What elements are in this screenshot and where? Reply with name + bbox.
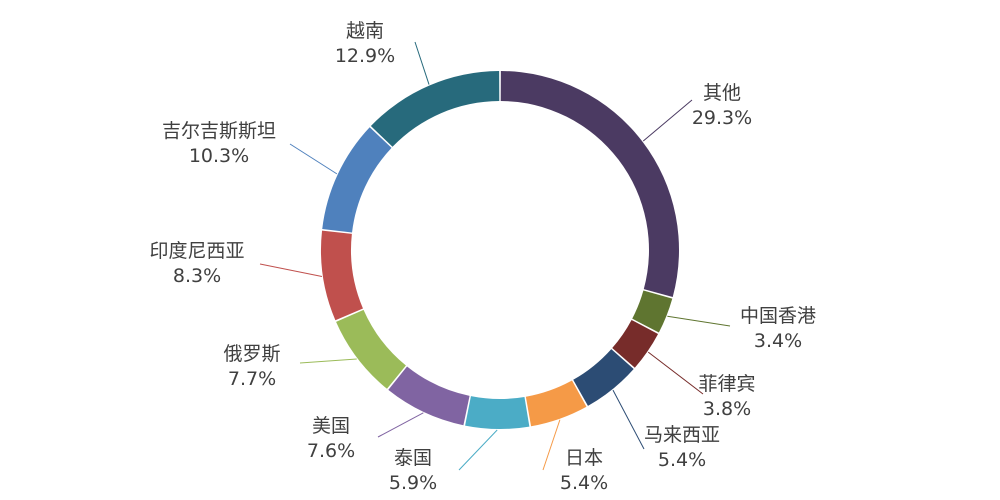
slice-label: 其他 29.3% xyxy=(692,82,752,129)
leader-line xyxy=(642,99,693,142)
slice-label-name: 菲律宾 xyxy=(698,373,755,395)
slice-label: 中国香港 3.4% xyxy=(740,305,816,352)
slice-label-percent: 7.6% xyxy=(307,440,355,462)
slice-label-percent: 3.4% xyxy=(754,330,802,352)
donut-slice xyxy=(465,396,530,429)
slice-label-percent: 5.9% xyxy=(389,472,437,494)
slices-layer xyxy=(321,71,679,429)
slice-label: 泰国 5.9% xyxy=(389,447,437,494)
slice-label-name: 其他 xyxy=(703,82,741,104)
labels-layer: 其他 29.3% 中国香港 3.4% 菲律宾 3.8% 马来西亚 5.4% 日本 5.4% 泰国 5.… xyxy=(149,20,816,494)
donut-slice xyxy=(321,230,363,321)
slice-label: 越南 12.9% xyxy=(335,20,395,67)
leader-line xyxy=(542,419,561,471)
donut-slice xyxy=(500,71,679,297)
slice-label: 俄罗斯 7.7% xyxy=(223,343,280,390)
donut-slice xyxy=(336,309,406,389)
slice-label-name: 印度尼西亚 xyxy=(149,240,244,262)
slice-label-percent: 3.8% xyxy=(703,398,751,420)
leader-line xyxy=(414,41,430,85)
slice-label-percent: 8.3% xyxy=(173,265,221,287)
slice-label-name: 美国 xyxy=(312,415,350,437)
leader-line xyxy=(647,351,704,395)
slice-label: 菲律宾 3.8% xyxy=(698,373,755,420)
leader-line xyxy=(289,143,338,175)
slice-label-name: 泰国 xyxy=(394,447,432,469)
leader-line xyxy=(458,429,498,471)
donut-slice xyxy=(525,380,587,427)
slice-label-percent: 7.7% xyxy=(228,368,276,390)
leader-lines-layer xyxy=(259,41,731,471)
slice-label-percent: 5.4% xyxy=(560,472,608,494)
slice-label-name: 中国香港 xyxy=(740,305,816,327)
donut-slice xyxy=(612,319,659,368)
slice-label: 马来西亚 5.4% xyxy=(644,424,720,471)
slice-label-percent: 12.9% xyxy=(335,45,395,67)
donut-slice xyxy=(573,349,634,406)
slice-label-name: 马来西亚 xyxy=(644,424,720,446)
leader-line xyxy=(377,412,424,438)
slice-label-percent: 10.3% xyxy=(189,145,249,167)
slice-label: 日本 5.4% xyxy=(560,447,608,494)
leader-line xyxy=(259,263,323,277)
slice-label: 美国 7.6% xyxy=(307,415,355,462)
slice-label-name: 俄罗斯 xyxy=(223,343,280,365)
slice-label-percent: 29.3% xyxy=(692,107,752,129)
slice-label-percent: 5.4% xyxy=(658,449,706,471)
slice-label: 吉尔吉斯斯坦 10.3% xyxy=(162,120,276,167)
slice-label-name: 吉尔吉斯斯坦 xyxy=(162,120,276,142)
leader-line xyxy=(667,315,731,327)
slice-label-name: 日本 xyxy=(565,447,603,469)
donut-slice xyxy=(322,127,392,233)
slice-label-name: 越南 xyxy=(346,20,384,42)
leader-line xyxy=(299,358,357,364)
donut-slice xyxy=(388,366,470,426)
donut-slice xyxy=(632,290,673,333)
leader-line xyxy=(612,389,645,450)
donut-slice xyxy=(370,71,500,147)
slice-label: 印度尼西亚 8.3% xyxy=(149,240,244,287)
